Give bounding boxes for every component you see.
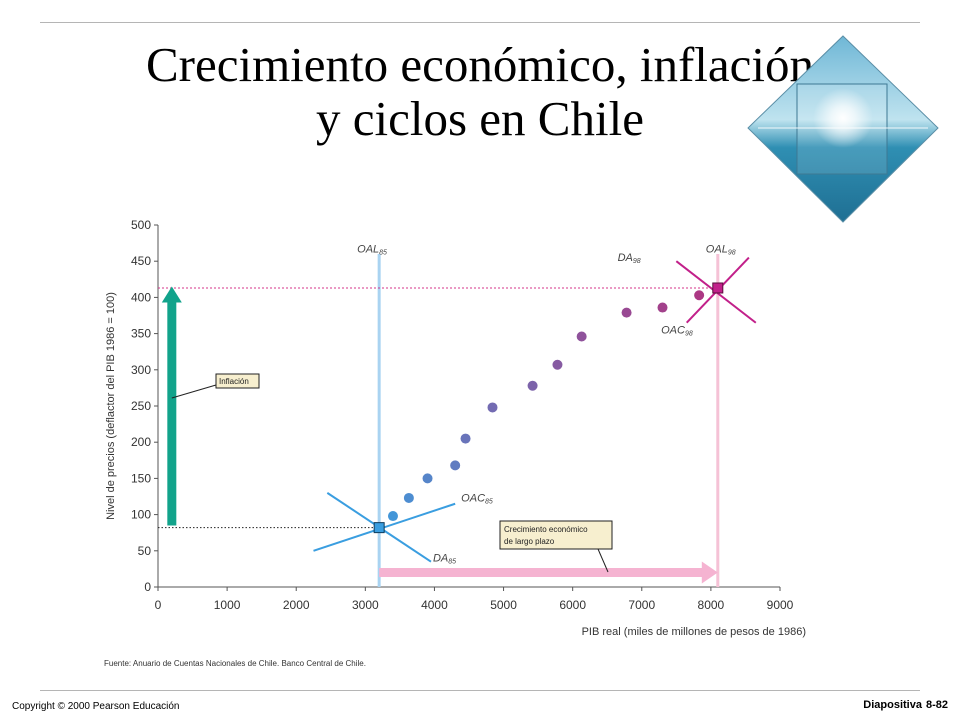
x-tick-label: 1000 bbox=[214, 598, 241, 612]
oac98-label: OAC98 bbox=[661, 325, 693, 338]
x-tick-label: 2000 bbox=[283, 598, 310, 612]
y-tick-label: 450 bbox=[131, 254, 151, 268]
data-point bbox=[527, 380, 538, 391]
data-point bbox=[387, 511, 398, 522]
y-tick-label: 150 bbox=[131, 471, 151, 485]
x-tick-label: 0 bbox=[155, 598, 162, 612]
bottom-rule bbox=[40, 690, 920, 691]
growth-leader bbox=[597, 548, 609, 573]
da98-label: DA98 bbox=[618, 252, 641, 265]
data-point bbox=[450, 460, 461, 471]
x-tick-label: 9000 bbox=[767, 598, 794, 612]
data-point bbox=[657, 302, 668, 313]
data-point bbox=[460, 433, 471, 444]
title-line-1: Crecimiento económico, inflación bbox=[145, 37, 815, 92]
x-tick-label: 6000 bbox=[559, 598, 586, 612]
y-tick-label: 300 bbox=[131, 363, 151, 377]
inflation-label-box bbox=[215, 373, 260, 389]
data-point bbox=[487, 402, 498, 413]
y-tick-label: 400 bbox=[131, 290, 151, 304]
x-tick-label: 5000 bbox=[490, 598, 517, 612]
growth-label-box bbox=[499, 520, 613, 550]
top-rule bbox=[40, 22, 920, 23]
inflation-arrow-head bbox=[161, 286, 182, 303]
x-tick-label: 3000 bbox=[352, 598, 379, 612]
data-point bbox=[422, 473, 433, 484]
data-point bbox=[373, 522, 385, 534]
data-point bbox=[576, 331, 587, 342]
data-point bbox=[552, 359, 563, 370]
y-tick-label: 100 bbox=[131, 508, 151, 522]
x-tick-label: 8000 bbox=[698, 598, 725, 612]
inflation-leader bbox=[171, 384, 217, 399]
y-tick-label: 250 bbox=[131, 399, 151, 413]
copyright-text: Copyright © 2000 Pearson Educación bbox=[12, 701, 180, 712]
slide-number: Diapositiva 8-82 bbox=[859, 699, 948, 711]
data-point bbox=[403, 492, 414, 503]
slide-number-value: 8-82 bbox=[925, 699, 948, 711]
y-axis-label: Nivel de precios (deflactor del PIB 1986… bbox=[105, 292, 117, 520]
y-tick-label: 0 bbox=[144, 580, 151, 594]
y-tick-label: 500 bbox=[131, 218, 151, 232]
growth-label-line1: Crecimiento económico bbox=[504, 525, 588, 534]
data-point bbox=[712, 282, 724, 294]
x-tick-label: 7000 bbox=[628, 598, 655, 612]
growth-arrow-head bbox=[701, 561, 718, 584]
oal85-label: OAL85 bbox=[357, 244, 387, 257]
inflation-label: Inflación bbox=[219, 377, 249, 386]
data-point bbox=[694, 290, 705, 301]
title-line-2: y ciclos en Chile bbox=[316, 91, 644, 146]
source-note: Fuente: Anuario de Cuentas Nacionales de… bbox=[104, 659, 366, 668]
oac85-label: OAC85 bbox=[461, 493, 493, 506]
slide-label: Diapositiva bbox=[863, 699, 922, 711]
slide-title: Crecimiento económico, inflación y ciclo… bbox=[40, 38, 920, 146]
growth-label-line2: de largo plazo bbox=[504, 537, 555, 546]
oal98-label: OAL98 bbox=[706, 244, 736, 257]
y-tick-label: 350 bbox=[131, 327, 151, 341]
da85-label: DA85 bbox=[433, 553, 456, 566]
y-tick-label: 50 bbox=[138, 544, 152, 558]
x-axis-label: PIB real (miles de millones de pesos de … bbox=[582, 626, 806, 638]
x-tick-label: 4000 bbox=[421, 598, 448, 612]
y-tick-label: 200 bbox=[131, 435, 151, 449]
data-point bbox=[621, 307, 632, 318]
